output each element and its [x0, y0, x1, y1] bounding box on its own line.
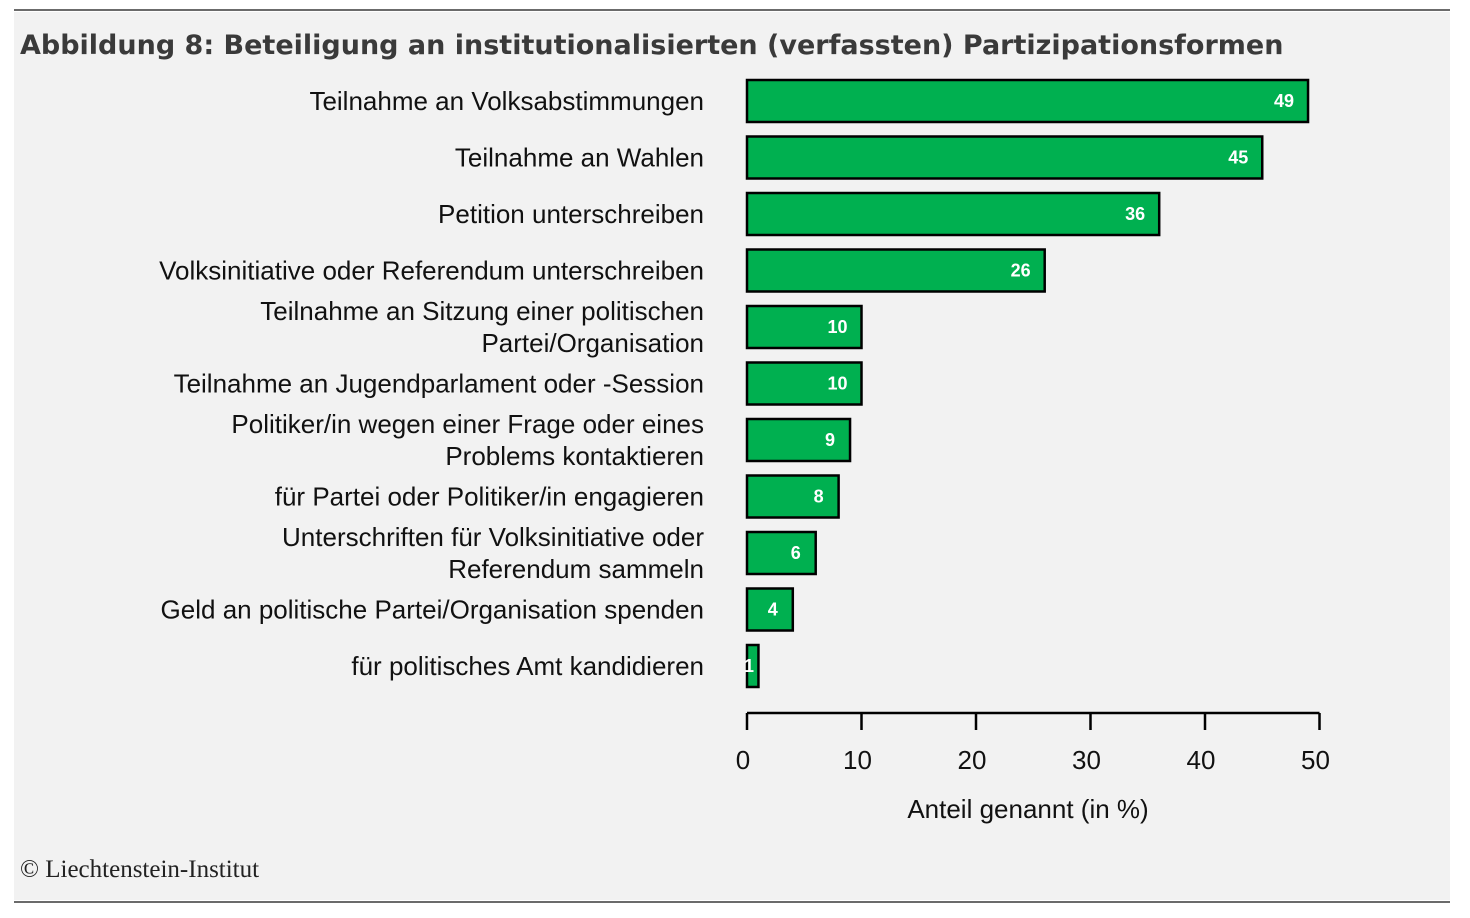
bar-6 [745, 361, 863, 406]
category-label: Teilnahme an Sitzung einer politischen [260, 296, 704, 326]
bar-10 [745, 587, 795, 632]
bar-4 [745, 248, 1046, 293]
x-tick-label: 10 [843, 745, 872, 775]
bar-value-label: 26 [1011, 261, 1031, 281]
category-label: Partei/Organisation [481, 328, 704, 358]
category-label: Petition unterschreiben [438, 199, 704, 229]
category-label: Problems kontaktieren [445, 441, 704, 471]
bar-11 [745, 643, 760, 689]
bar-8 [745, 474, 840, 519]
x-tick-label: 20 [958, 745, 987, 775]
category-label: Referendum sammeln [448, 554, 704, 584]
bottom-rule [14, 901, 1450, 903]
category-label: Teilnahme an Wahlen [455, 143, 704, 173]
category-label: Volksinitiative oder Referendum untersch… [159, 256, 704, 286]
copyright-notice: © Liechtenstein-Institut [20, 856, 260, 883]
bar-value-label: 9 [825, 430, 835, 450]
bar-value-label: 10 [827, 374, 847, 394]
bar-value-label: 6 [791, 543, 801, 563]
x-axis-title: Anteil genannt (in %) [907, 794, 1148, 824]
bar-9 [745, 530, 817, 576]
bar-1 [745, 78, 1310, 124]
category-label: Geld an politische Partei/Organisation s… [161, 595, 704, 625]
bar-7 [745, 417, 852, 463]
bar-value-label: 1 [744, 656, 754, 676]
bar-value-label: 49 [1274, 91, 1294, 111]
category-label: für Partei oder Politiker/in engagieren [275, 482, 704, 512]
bar-value-label: 8 [814, 487, 824, 507]
category-label: für politisches Amt kandidieren [351, 651, 704, 681]
category-label: Unterschriften für Volksinitiative oder [282, 522, 704, 552]
x-tick-label: 40 [1187, 745, 1216, 775]
top-rule [14, 9, 1450, 11]
bar-3 [745, 191, 1161, 237]
figure-title: Abbildung 8: Beteiligung an institutiona… [20, 30, 1284, 61]
category-label: Teilnahme an Volksabstimmungen [309, 86, 704, 116]
x-tick-label: 0 [736, 745, 750, 775]
bar-value-label: 4 [768, 600, 778, 620]
x-tick-label: 50 [1301, 745, 1330, 775]
bar-5 [745, 304, 863, 350]
x-tick-label: 30 [1072, 745, 1101, 775]
bar-2 [745, 135, 1264, 180]
bar-value-label: 36 [1125, 204, 1145, 224]
category-label: Teilnahme an Jugendparlament oder -Sessi… [174, 369, 704, 399]
bar-value-label: 10 [827, 317, 847, 337]
category-label: Politiker/in wegen einer Frage oder eine… [231, 409, 704, 439]
bar-value-label: 45 [1228, 148, 1248, 168]
